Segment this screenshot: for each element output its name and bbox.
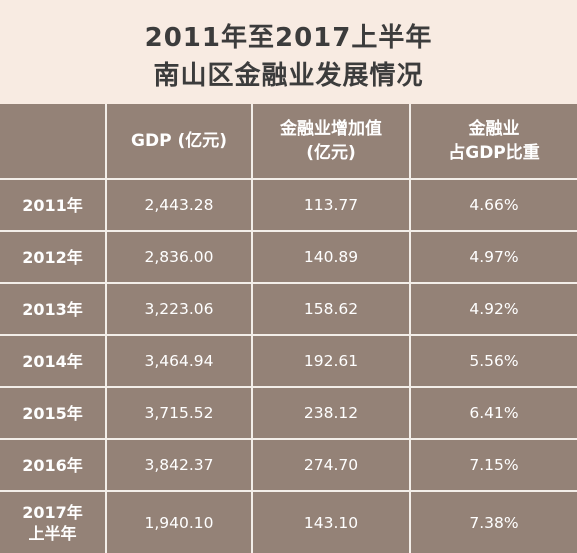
row-2014-year: 2014年 xyxy=(0,336,105,386)
row-2014-share: 5.56% xyxy=(469,352,519,370)
row-2011-share: 4.66% xyxy=(469,196,519,214)
header-share-line-1: 金融业 xyxy=(468,119,520,139)
row-2015-finance: 238.12 xyxy=(303,404,359,422)
row-2017h1-gdp: 1,940.10 xyxy=(144,513,214,532)
header-gdp-line-1: GDP (亿元) xyxy=(131,131,227,151)
header-share-line-2: 占GDP比重 xyxy=(448,143,540,163)
title-line-2: 南山区金融业发展情况 xyxy=(153,61,424,91)
title-banner: 2011年至2017上半年 南山区金融业发展情况 xyxy=(0,0,577,104)
grid-line xyxy=(409,104,411,553)
row-2017h1-finance: 143.10 xyxy=(303,513,359,532)
row-2014-finance: 192.61 xyxy=(303,352,359,370)
year-label: 2013年 xyxy=(22,299,83,319)
row-2011-year: 2011年 xyxy=(0,180,105,230)
row-2011-gdp: 2,443.28 xyxy=(144,196,214,214)
year-label: 2014年 xyxy=(22,351,83,371)
row-2015-year: 2015年 xyxy=(0,388,105,438)
row-2016-share: 7.15% xyxy=(469,456,519,474)
grid-line xyxy=(0,438,577,440)
year-label: 2017年 xyxy=(22,502,83,522)
grid-line xyxy=(0,490,577,492)
year-label: 2016年 xyxy=(22,455,83,475)
header-finance-value: 金融业增加值 (亿元) xyxy=(253,104,409,178)
row-2017h1-year: 2017年 上半年 xyxy=(0,492,105,553)
year-label: 2011年 xyxy=(22,195,83,215)
grid-line xyxy=(105,104,107,553)
header-finance-line-1: 金融业增加值 xyxy=(280,119,382,139)
row-2012-gdp: 2,836.00 xyxy=(144,248,214,266)
row-2013-year: 2013年 xyxy=(0,284,105,334)
row-2012-finance: 140.89 xyxy=(303,248,359,266)
grid-line xyxy=(0,334,577,336)
row-2014-gdp: 3,464.94 xyxy=(144,352,214,370)
grid-line xyxy=(0,230,577,232)
header-finance-line-2: (亿元) xyxy=(306,143,356,163)
header-finance-share: 金融业 占GDP比重 xyxy=(411,104,577,178)
title-line-1: 2011年至2017上半年 xyxy=(144,23,433,53)
row-2016-gdp: 3,842.37 xyxy=(144,456,214,474)
row-2013-finance: 158.62 xyxy=(303,300,359,318)
header-gdp: GDP (亿元) xyxy=(107,104,251,178)
year-label: 2012年 xyxy=(22,247,83,267)
grid-line xyxy=(0,178,577,180)
year-label: 2015年 xyxy=(22,403,83,423)
year-label-suffix: 上半年 xyxy=(28,523,77,543)
row-2016-year: 2016年 xyxy=(0,440,105,490)
row-2015-gdp: 3,715.52 xyxy=(144,404,214,422)
row-2015-share: 6.41% xyxy=(469,404,519,422)
row-2011-finance: 113.77 xyxy=(303,196,359,214)
row-2012-share: 4.97% xyxy=(469,248,519,266)
grid-line xyxy=(251,104,253,553)
data-table: GDP (亿元) 金融业增加值 (亿元) 金融业 占GDP比重 2011年 2,… xyxy=(0,104,577,553)
grid-line xyxy=(0,386,577,388)
row-2013-gdp: 3,223.06 xyxy=(144,300,214,318)
row-2012-year: 2012年 xyxy=(0,232,105,282)
row-2016-finance: 274.70 xyxy=(303,456,359,474)
row-2013-share: 4.92% xyxy=(469,300,519,318)
grid-line xyxy=(0,282,577,284)
row-2017h1-share: 7.38% xyxy=(469,513,519,532)
